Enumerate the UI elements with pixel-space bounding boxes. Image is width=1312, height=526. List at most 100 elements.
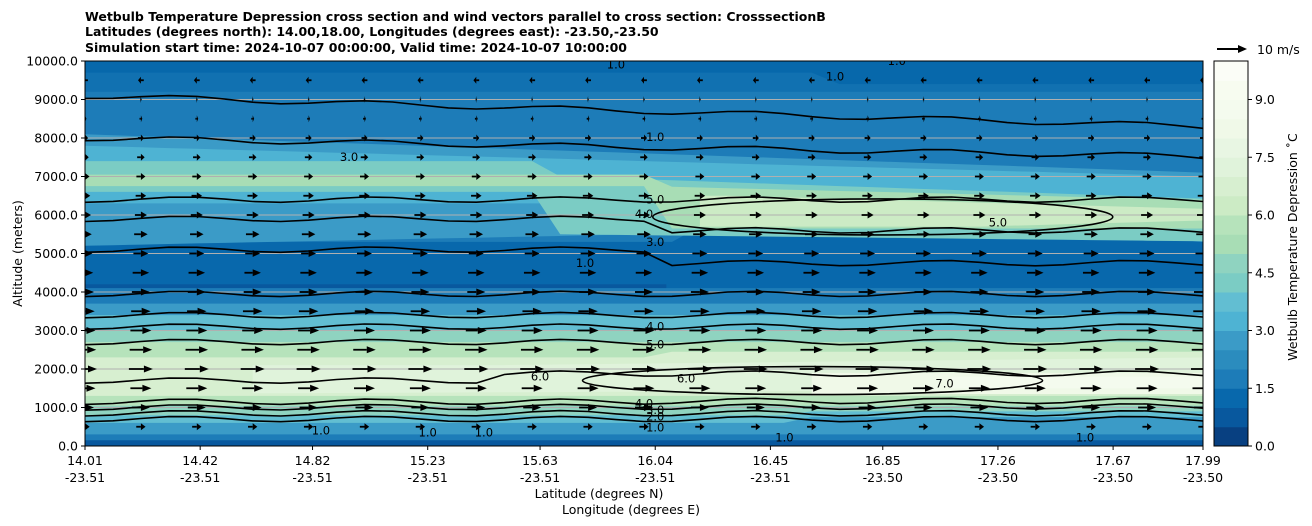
wind-vector-head bbox=[643, 96, 644, 103]
wind-vector-head bbox=[532, 192, 538, 200]
wind-vector-head bbox=[1147, 404, 1157, 411]
wind-vector bbox=[249, 76, 256, 84]
wind-vector bbox=[640, 153, 648, 161]
wind-vector-head bbox=[140, 153, 145, 161]
wind-vector-head bbox=[701, 327, 711, 334]
wind-vector-head bbox=[1035, 423, 1040, 431]
wind-vector bbox=[751, 173, 761, 180]
wind-vector-head bbox=[420, 250, 428, 257]
wind-vector bbox=[529, 134, 536, 142]
wind-vector-head bbox=[535, 365, 545, 373]
wind-vector bbox=[807, 423, 817, 431]
wind-vector bbox=[417, 134, 424, 142]
wind-vector bbox=[299, 288, 318, 296]
wind-vector-head bbox=[140, 192, 147, 200]
wind-vector bbox=[810, 96, 813, 103]
wind-vector bbox=[1194, 406, 1203, 409]
wind-vector-head bbox=[813, 384, 823, 392]
wind-vector-head bbox=[196, 115, 199, 123]
wind-vector bbox=[188, 269, 206, 277]
wind-vector-head bbox=[702, 346, 712, 354]
wind-vector bbox=[1032, 134, 1039, 142]
colorbar-segment bbox=[1214, 369, 1248, 389]
wind-vector bbox=[134, 211, 147, 219]
wind-vector-head bbox=[980, 327, 990, 334]
wind-vector bbox=[802, 404, 821, 411]
wind-vector bbox=[189, 250, 205, 257]
wind-vector bbox=[970, 404, 989, 411]
wind-vector bbox=[696, 134, 703, 142]
wind-vector bbox=[247, 192, 258, 200]
wind-vector-head bbox=[1147, 173, 1152, 180]
wind-vector bbox=[360, 173, 369, 180]
wind-vector bbox=[743, 365, 768, 373]
wind-vector-head bbox=[364, 404, 374, 411]
wind-vector bbox=[352, 365, 377, 373]
wind-vector bbox=[530, 115, 534, 123]
colorbar-segment bbox=[1214, 138, 1248, 158]
wind-vector-head bbox=[1203, 212, 1209, 219]
quiver-key-arrow-head bbox=[1238, 45, 1247, 53]
wind-vector-head bbox=[252, 211, 259, 219]
colorbar-tick-label: 4.5 bbox=[1255, 265, 1275, 280]
wind-vector-head bbox=[1035, 404, 1045, 411]
wind-vector bbox=[805, 211, 818, 219]
wind-vector bbox=[521, 384, 543, 392]
x-tick-label-lat: 15.23 bbox=[410, 453, 446, 468]
wind-vector-head bbox=[923, 211, 930, 219]
wind-vector bbox=[1027, 250, 1043, 257]
wind-vector-head bbox=[644, 307, 654, 315]
wind-vector-head bbox=[364, 115, 366, 123]
wind-vector-head bbox=[699, 96, 700, 103]
wind-vector bbox=[635, 269, 653, 277]
contour-label: 1.0 bbox=[475, 425, 493, 439]
wind-vector bbox=[410, 307, 431, 315]
wind-vector bbox=[1194, 291, 1203, 293]
wind-vector bbox=[465, 327, 487, 334]
wind-vector bbox=[696, 153, 704, 161]
wind-vector-head bbox=[697, 76, 700, 84]
x-tick-label-lon: -23.51 bbox=[750, 470, 790, 485]
wind-vector-head bbox=[252, 115, 255, 123]
wind-vector bbox=[808, 134, 815, 142]
wind-vector-head bbox=[364, 250, 372, 257]
wind-vector-head bbox=[1037, 346, 1047, 354]
wind-vector-head bbox=[1035, 115, 1037, 123]
wind-vector-head bbox=[588, 134, 592, 142]
wind-vector-head bbox=[1091, 134, 1095, 142]
contour-line bbox=[85, 409, 1203, 417]
wind-vector-head bbox=[589, 384, 599, 392]
wind-vector-head bbox=[421, 384, 431, 392]
wind-vector-head bbox=[590, 346, 600, 354]
wind-vector bbox=[467, 288, 486, 296]
wind-vector-head bbox=[1035, 230, 1043, 238]
contour-line bbox=[85, 94, 1203, 130]
wind-vector-head bbox=[532, 153, 536, 161]
wind-vector bbox=[296, 365, 321, 373]
colorbar-segment bbox=[1214, 195, 1248, 216]
x-tick-label-lon: -23.51 bbox=[180, 470, 220, 485]
wind-vector-head bbox=[811, 173, 817, 180]
wind-vector-head bbox=[867, 404, 877, 411]
wind-vector-head bbox=[366, 327, 375, 334]
wind-vector bbox=[473, 134, 480, 142]
wind-vector-head bbox=[926, 365, 936, 373]
wind-vector-head bbox=[311, 365, 321, 373]
wind-vector bbox=[251, 115, 255, 123]
y-tick-label: 8000.0 bbox=[34, 131, 78, 146]
colorbar-segment bbox=[1214, 388, 1248, 408]
wind-vector bbox=[689, 384, 711, 392]
wind-vector-head bbox=[198, 327, 208, 334]
wind-vector bbox=[581, 230, 595, 238]
wind-vector bbox=[752, 153, 760, 161]
colorbar-segment bbox=[1214, 349, 1248, 370]
wind-vector-head bbox=[755, 250, 764, 257]
contour-line bbox=[85, 136, 1203, 160]
wind-vector-head bbox=[588, 173, 593, 180]
wind-vector bbox=[355, 288, 374, 296]
wind-vector bbox=[358, 211, 371, 219]
wind-vector bbox=[85, 288, 94, 296]
wind-vector-head bbox=[923, 115, 925, 123]
wind-vector bbox=[687, 365, 712, 373]
wind-vector bbox=[636, 250, 652, 257]
